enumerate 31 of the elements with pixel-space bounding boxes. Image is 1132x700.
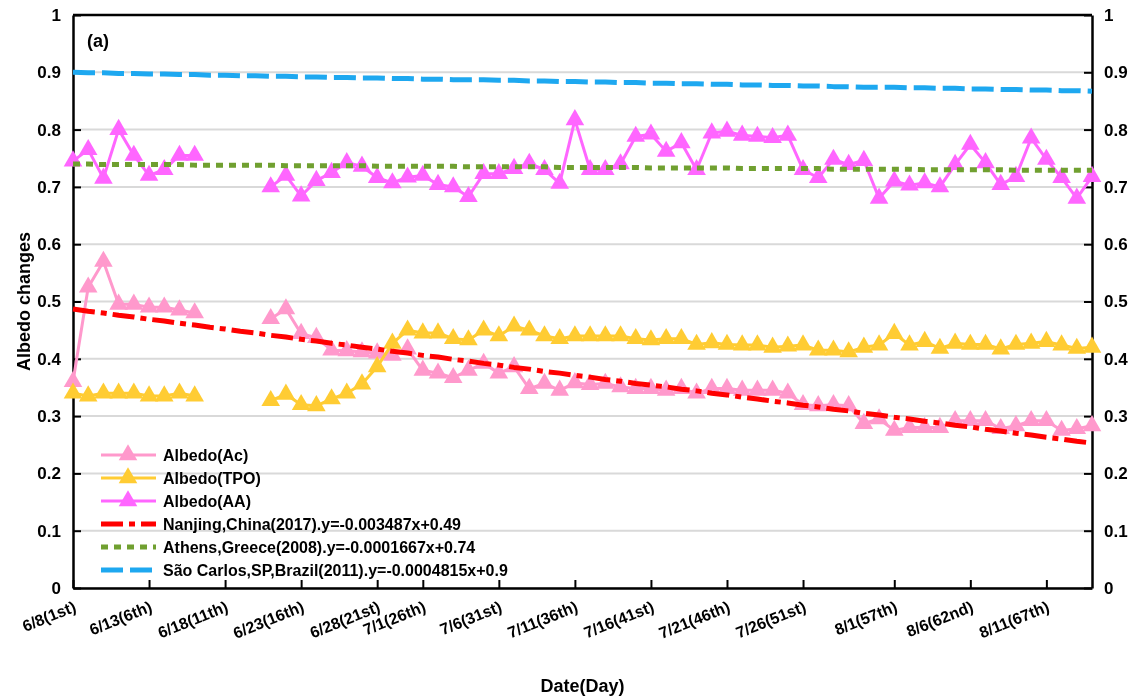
y-tick-label: 0.3 [37, 407, 61, 427]
y-tick-label: 0.5 [37, 292, 61, 312]
y2-tick-label: 0 [1104, 578, 1114, 598]
legend-label: Athens,Greece(2008).y=-0.0001667x+0.74 [163, 538, 476, 556]
legend-label: Albedo(AA) [163, 492, 251, 510]
y2-tick-label: 0.4 [1104, 349, 1129, 369]
legend-label: Albedo(Ac) [163, 446, 249, 464]
y2-tick-label: 0.7 [1104, 177, 1128, 197]
y-tick-label: 0.2 [37, 464, 61, 484]
y2-tick-label: 0.3 [1104, 407, 1128, 427]
y-tick-label: 1 [51, 5, 61, 25]
y-tick-label: 0.9 [37, 63, 61, 83]
legend-label: São Carlos,SP,Brazil(2011).y=-0.0004815x+0.9 [163, 561, 508, 579]
y-tick-label: 0.8 [37, 120, 61, 140]
y-axis-title: Albedo changes [14, 231, 34, 372]
y2-tick-label: 0.8 [1104, 120, 1128, 140]
annotation: (a) [87, 31, 109, 51]
y-tick-label: 0.4 [37, 349, 62, 369]
y-tick-label: 0.7 [37, 177, 61, 197]
x-axis-title: Date(Day) [540, 676, 625, 696]
y-tick-label: 0.6 [37, 235, 61, 255]
y2-tick-label: 0.6 [1104, 235, 1128, 255]
y2-tick-label: 0.2 [1104, 464, 1128, 484]
y2-tick-label: 1 [1104, 5, 1114, 25]
y2-tick-label: 0.9 [1104, 63, 1128, 83]
y-tick-label: 0.1 [37, 521, 61, 541]
y2-tick-label: 0.5 [1104, 292, 1128, 312]
legend-label: Nanjing,China(2017).y=-0.003487x+0.49 [163, 515, 462, 533]
y2-tick-label: 0.1 [1104, 521, 1128, 541]
legend-label: Albedo(TPO) [163, 469, 261, 487]
y-tick-label: 0 [51, 578, 61, 598]
